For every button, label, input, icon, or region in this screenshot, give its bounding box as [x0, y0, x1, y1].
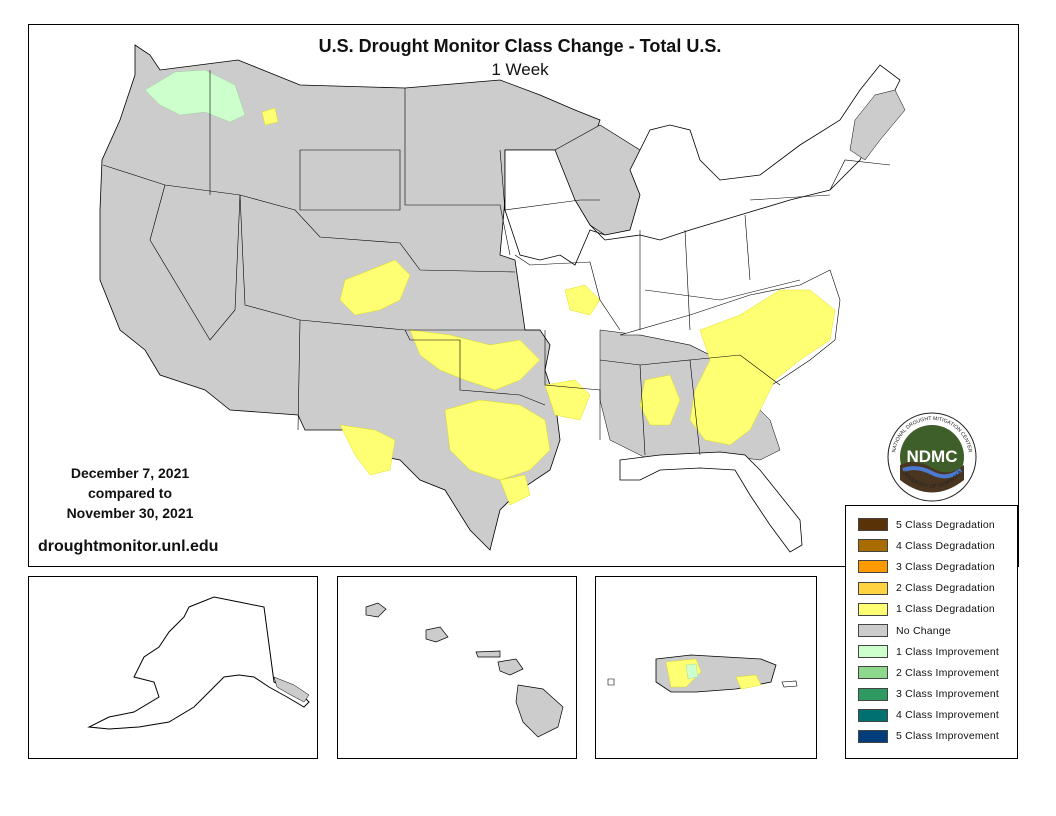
- legend-item: 5 Class Improvement: [846, 726, 1017, 747]
- legend-swatch: [858, 729, 888, 743]
- legend-swatch: [858, 666, 888, 680]
- legend-swatch: [858, 645, 888, 659]
- legend-swatch: [858, 624, 888, 638]
- legend-item: 4 Class Degradation: [846, 535, 1017, 556]
- legend-item: 2 Class Improvement: [846, 662, 1017, 683]
- degradation-ms-ar: [564, 284, 601, 316]
- legend-label: 3 Class Degradation: [896, 560, 995, 573]
- map-subtitle: 1 Week: [491, 60, 549, 79]
- legend-item: 5 Class Degradation: [846, 514, 1017, 535]
- previous-date: November 30, 2021: [66, 505, 194, 521]
- legend-swatch: [858, 560, 888, 574]
- state-boundaries: [102, 70, 891, 456]
- hawaii-oahu: [425, 626, 449, 643]
- legend-swatch: [858, 539, 888, 553]
- hawaii-map: [365, 602, 564, 738]
- legend-item: 1 Class Degradation: [846, 599, 1017, 620]
- alaska-inset: [28, 576, 318, 759]
- legend-swatch: [858, 518, 888, 532]
- degradation-arkansas: [544, 379, 591, 421]
- degradation-colorado: [339, 259, 411, 316]
- legend-item: 1 Class Improvement: [846, 641, 1017, 662]
- region-east-white: [504, 64, 901, 266]
- degradation-areas: [261, 107, 836, 506]
- legend-item: 3 Class Improvement: [846, 684, 1017, 705]
- degradation-texas-west: [339, 424, 396, 476]
- website-url: droughtmonitor.unl.edu: [38, 538, 219, 555]
- alaska-panhandle: [273, 676, 310, 703]
- legend-swatch: [858, 581, 888, 595]
- puerto-rico-inset: [595, 576, 817, 759]
- legend-label: No Change: [896, 624, 951, 637]
- puerto-rico-vieques: [781, 680, 798, 688]
- legend-label: 5 Class Improvement: [896, 730, 1000, 743]
- degradation-idaho: [261, 107, 279, 126]
- legend-item: No Change: [846, 620, 1017, 641]
- hawaii-big-island: [515, 684, 564, 738]
- legend-item: 4 Class Improvement: [846, 705, 1017, 726]
- puerto-rico-mona: [607, 678, 615, 686]
- degradation-alabama: [639, 374, 681, 426]
- degradation-texas-gulf: [499, 474, 531, 506]
- legend-swatch: [858, 708, 888, 722]
- compared-to-label: compared to: [87, 485, 172, 501]
- legend-label: 2 Class Degradation: [896, 582, 995, 595]
- ndmc-logo-text: NDMC: [907, 447, 958, 466]
- region-northeast-no-change: [849, 89, 906, 161]
- improvement-areas: [144, 69, 246, 123]
- hawaii-molokai: [475, 650, 501, 658]
- legend-item: 2 Class Degradation: [846, 578, 1017, 599]
- degradation-ks-ok: [409, 329, 541, 391]
- legend-label: 2 Class Improvement: [896, 666, 1000, 679]
- current-date: December 7, 2021: [70, 465, 190, 481]
- region-southeast-white: [619, 451, 803, 553]
- hawaii-maui: [497, 658, 524, 676]
- alaska-map: [87, 596, 310, 730]
- degradation-southeast: [689, 289, 836, 446]
- legend-item: 3 Class Degradation: [846, 556, 1017, 577]
- legend-label: 4 Class Degradation: [896, 539, 995, 552]
- puerto-rico-map: [607, 654, 798, 693]
- legend: 5 Class Degradation 4 Class Degradation 3 …: [845, 505, 1018, 759]
- puerto-rico-degradation-east: [735, 674, 762, 690]
- date-block: December 7, 2021 compared to November 30…: [40, 463, 220, 523]
- improvement-washington: [144, 69, 246, 123]
- legend-label: 4 Class Improvement: [896, 709, 1000, 722]
- legend-label: 1 Class Degradation: [896, 603, 995, 616]
- legend-label: 3 Class Improvement: [896, 688, 1000, 701]
- legend-swatch: [858, 602, 888, 616]
- legend-swatch: [858, 687, 888, 701]
- hawaii-kauai: [365, 602, 387, 618]
- map-title: U.S. Drought Monitor Class Change - Tota…: [318, 36, 722, 56]
- legend-label: 5 Class Degradation: [896, 518, 995, 531]
- legend-label: 1 Class Improvement: [896, 645, 1000, 658]
- ndmc-logo-icon: NDMC NATIONAL DROUGHT MITIGATION CENTER …: [887, 412, 977, 502]
- degradation-texas-central: [444, 399, 551, 481]
- puerto-rico-improvement: [685, 663, 699, 680]
- alaska-shape: [87, 596, 310, 730]
- hawaii-inset: [337, 576, 577, 759]
